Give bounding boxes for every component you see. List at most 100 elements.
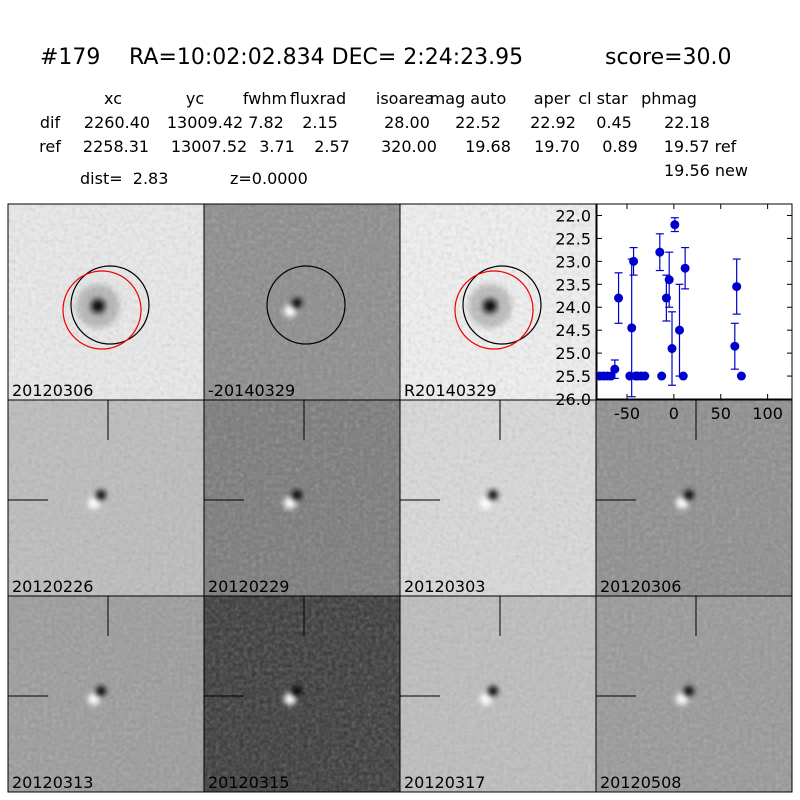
source-bright (676, 693, 688, 705)
data-point (640, 371, 650, 381)
x-tick-label: 100 (752, 404, 783, 423)
source (91, 299, 105, 313)
data-point (680, 263, 690, 273)
coordinates: RA=10:02:02.834 DEC= 2:24:23.95 (129, 45, 523, 70)
stamp-label: 20120313 (12, 773, 93, 792)
source-bright (88, 497, 100, 509)
plot-area (596, 203, 793, 400)
stamp-label: 20120303 (404, 577, 485, 596)
column-header: aper (534, 89, 571, 108)
row-label: dif (40, 113, 61, 132)
ref-circle (266, 265, 346, 345)
source-dark (488, 686, 498, 696)
source-bright (480, 497, 492, 509)
data-point (627, 323, 637, 333)
score: score=30.0 (605, 45, 732, 70)
stamp-label: 20120306 (12, 381, 93, 400)
data-point (664, 275, 674, 285)
source-bright (88, 693, 100, 705)
stamp-noise (204, 400, 400, 596)
table-cell: 19.57 ref (664, 137, 737, 156)
data-point (629, 256, 639, 266)
y-tick-label: 24.5 (555, 321, 591, 340)
source-dark (684, 490, 694, 500)
x-tick-label: 0 (669, 404, 679, 423)
column-header: phmag (641, 89, 697, 108)
data-point (730, 341, 740, 351)
stamp-label: 20120226 (12, 577, 93, 596)
stamp-label: 20120315 (208, 773, 289, 792)
table-cell: 28.00 (384, 113, 430, 132)
stamp-label: R20140329 (404, 381, 497, 400)
row-label: ref (39, 137, 61, 156)
column-header: fluxrad (290, 89, 346, 108)
source-bright (284, 497, 296, 509)
red-circle (454, 270, 534, 350)
candidate-id: #179 (40, 45, 100, 70)
stamp-noise (204, 204, 400, 400)
y-tick-label: 25.0 (555, 344, 591, 363)
stamp-noise (400, 596, 596, 792)
y-tick-label: 24.0 (555, 298, 591, 317)
data-point (678, 371, 688, 381)
stamp-noise (8, 400, 204, 596)
table-cell: 3.71 (259, 137, 295, 156)
column-header: isoarea (376, 89, 434, 108)
data-point (610, 364, 620, 374)
source-dark (292, 490, 302, 500)
stamp-noise (400, 400, 596, 596)
ref-circle (462, 265, 542, 345)
y-tick-label: 23.5 (555, 275, 591, 294)
column-header: mag auto (430, 89, 507, 108)
stamp-border (595, 595, 793, 793)
table-cell: 2.57 (314, 137, 350, 156)
column-header: xc (104, 89, 122, 108)
table-cell: 13007.52 (171, 137, 247, 156)
table-cell: 320.00 (381, 137, 437, 156)
table-cell: 22.92 (530, 113, 576, 132)
table-cell: 2260.40 (84, 113, 150, 132)
plot-marks (597, 217, 746, 398)
table-cell: 2258.31 (83, 137, 149, 156)
stamp-label: 20120317 (404, 773, 485, 792)
source-dark (292, 686, 302, 696)
source-dark (488, 490, 498, 500)
y-tick-label: 23.0 (555, 252, 591, 271)
x-tick-label: -50 (614, 404, 640, 423)
y-tick-label: 26.0 (555, 390, 591, 409)
stamp-label: 20120306 (600, 577, 681, 596)
stamp-label: 20120229 (208, 577, 289, 596)
red-circle (62, 270, 142, 350)
stamp-label: 20120508 (600, 773, 681, 792)
source-bright (480, 693, 492, 705)
source-dark (292, 298, 302, 308)
table-cell: 13009.42 (167, 113, 243, 132)
stamp-grid: 20120306 -20140329 R20140329 20120226 201202… (7, 203, 793, 793)
source-dark (96, 490, 106, 500)
source-dark (684, 686, 694, 696)
table-cell: 22.52 (455, 113, 501, 132)
x-tick-label: 50 (711, 404, 731, 423)
data-point (670, 220, 680, 230)
data-point (736, 371, 746, 381)
ref-circle (70, 265, 150, 345)
stamp-noise (204, 596, 400, 792)
redshift: z=0.0000 (230, 169, 308, 188)
data-point (655, 247, 665, 257)
column-header: fwhm (243, 89, 287, 108)
data-point (667, 344, 677, 354)
stamp-noise (8, 596, 204, 792)
stamp-noise (596, 400, 792, 596)
stamp-noise (596, 596, 792, 792)
data-point (614, 293, 624, 303)
table-cell: 0.45 (596, 113, 632, 132)
source-dark (96, 686, 106, 696)
source-bright (676, 497, 688, 509)
table-cell: 7.82 (248, 113, 284, 132)
data-point (732, 282, 742, 292)
table-cell: 19.68 (465, 137, 511, 156)
column-header: yc (186, 89, 204, 108)
table-cell: 22.18 (664, 113, 710, 132)
